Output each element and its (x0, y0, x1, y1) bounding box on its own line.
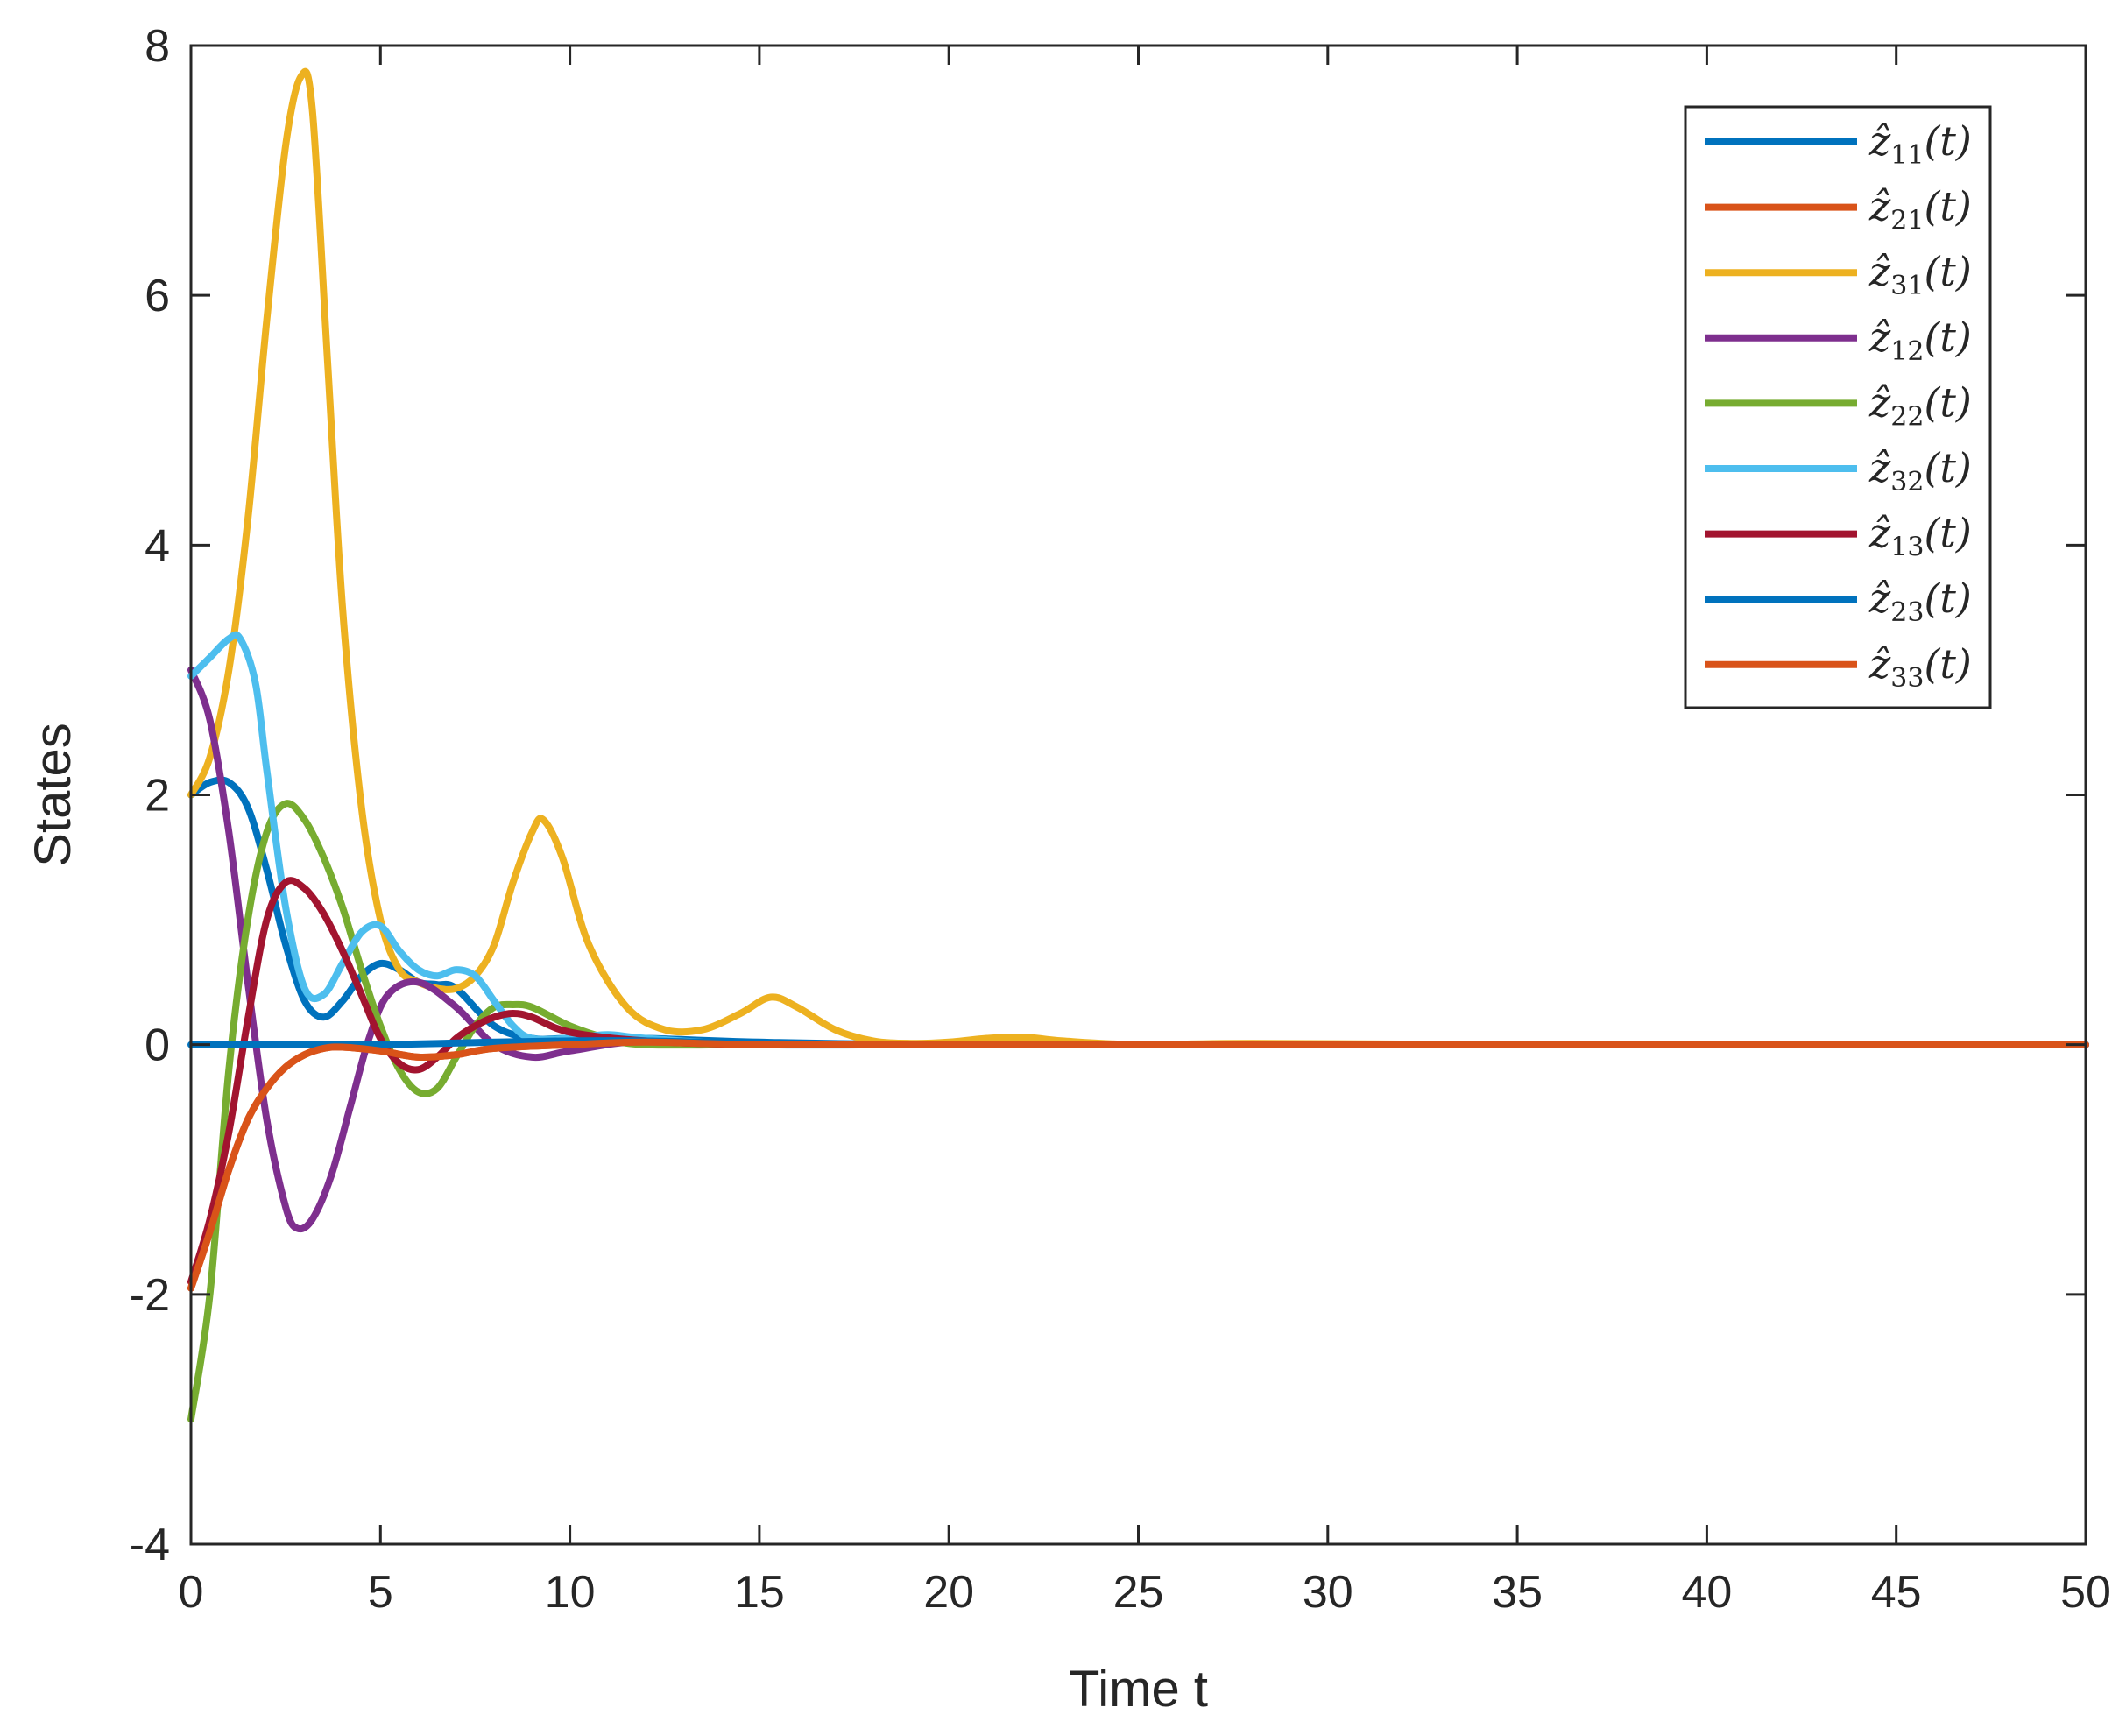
y-tick-label: 0 (145, 1020, 170, 1071)
legend: ẑ11(t)ẑ21(t)ẑ31(t)ẑ12(t)ẑ22(t)ẑ32(t)ẑ13(… (1684, 105, 1992, 709)
legend-label-tail: (t) (1924, 510, 1971, 557)
legend-label: ẑ23(t) (1868, 575, 1972, 628)
legend-label-subscript: 32 (1890, 467, 1924, 498)
legend-label-subscript: 23 (1890, 597, 1924, 628)
x-tick-label: 45 (1871, 1567, 1922, 1618)
legend-label-tail: (t) (1924, 183, 1971, 230)
legend-label-base: ẑ (1868, 117, 1891, 165)
legend-label-base: ẑ (1868, 378, 1891, 426)
series-line-z33 (187, 1038, 2089, 1292)
legend-label-subscript: 13 (1890, 533, 1924, 563)
legend-label-tail: (t) (1924, 117, 1971, 165)
legend-label-tail: (t) (1924, 640, 1971, 688)
x-tick-label: 15 (734, 1567, 785, 1618)
y-axis-title: States (25, 723, 81, 866)
legend-label-tail: (t) (1924, 575, 1971, 622)
x-tick-label: 35 (1492, 1567, 1543, 1618)
legend-label-subscript: 12 (1890, 336, 1924, 367)
legend-label: ẑ11(t) (1868, 117, 1972, 171)
legend-label-base: ẑ (1868, 248, 1891, 295)
legend-label: ẑ32(t) (1868, 444, 1972, 498)
legend-label-tail: (t) (1924, 378, 1971, 426)
legend-label-tail: (t) (1924, 248, 1971, 295)
x-tick-label: 40 (1681, 1567, 1732, 1618)
x-tick-label: 10 (545, 1567, 596, 1618)
legend-label: ẑ33(t) (1868, 640, 1972, 694)
legend-label: ẑ13(t) (1868, 510, 1972, 563)
x-tick-label: 20 (923, 1567, 974, 1618)
legend-label-subscript: 11 (1890, 140, 1924, 171)
legend-label: ẑ31(t) (1868, 248, 1972, 301)
legend-label-base: ẑ (1868, 575, 1891, 622)
y-tick-label: 4 (145, 520, 170, 571)
x-axis-ticks: 0 5 10 15 20 25 30 35 40 45 50 (179, 46, 2111, 1618)
y-tick-label: -4 (130, 1520, 170, 1570)
y-tick-label: 2 (145, 771, 170, 822)
legend-label-base: ẑ (1868, 640, 1891, 688)
y-tick-label: 6 (145, 271, 170, 321)
x-tick-label: 50 (2060, 1567, 2111, 1618)
x-tick-label: 0 (179, 1567, 204, 1618)
y-tick-label: -2 (130, 1270, 170, 1321)
x-tick-label: 25 (1113, 1567, 1164, 1618)
legend-label-base: ẑ (1868, 510, 1891, 557)
legend-label: ẑ22(t) (1868, 378, 1972, 432)
series-layer (187, 67, 2089, 1423)
legend-label: ẑ21(t) (1868, 183, 1972, 236)
series-line-z31 (187, 67, 2089, 1048)
legend-label-base: ẑ (1868, 183, 1891, 230)
y-axis-ticks: -4 -2 0 2 4 6 8 (130, 21, 2086, 1570)
legend-label-subscript: 22 (1890, 401, 1924, 432)
legend-label: ẑ12(t) (1868, 314, 1972, 367)
y-tick-label: 8 (145, 21, 170, 72)
legend-label-base: ẑ (1868, 444, 1891, 491)
legend-label-subscript: 33 (1890, 663, 1924, 694)
legend-label-base: ẑ (1868, 314, 1891, 361)
legend-label-subscript: 31 (1890, 271, 1924, 301)
legend-label-subscript: 21 (1890, 206, 1924, 236)
legend-label-tail: (t) (1924, 444, 1971, 491)
x-axis-title: Time t (1069, 1661, 1208, 1718)
x-tick-label: 30 (1303, 1567, 1353, 1618)
x-tick-label: 5 (368, 1567, 393, 1618)
legend-label-tail: (t) (1924, 314, 1971, 361)
